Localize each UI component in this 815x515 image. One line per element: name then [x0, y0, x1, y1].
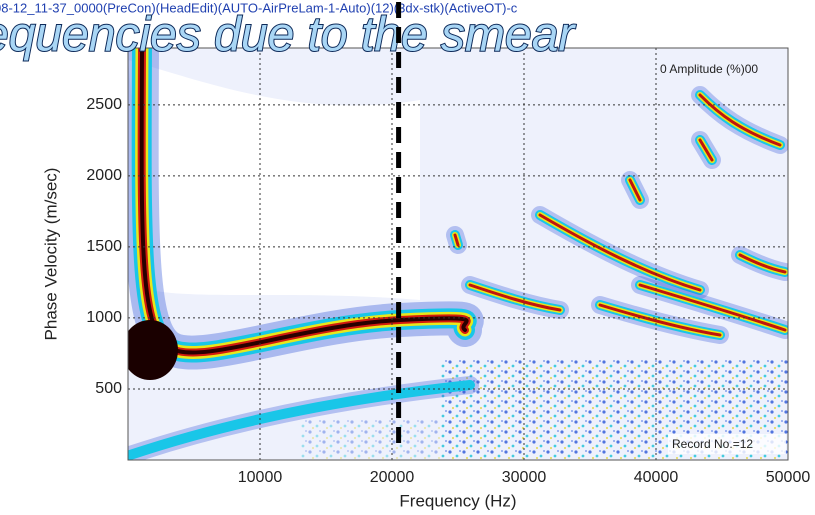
plot-frame [127, 47, 789, 461]
header-text: 08-12_11-37_0000(PreCon)(HeadEdit)(AUTO-… [0, 0, 518, 15]
y-axis-label: Phase Velocity (m/sec) [41, 168, 60, 341]
x-tick-label: 10000 [238, 469, 283, 486]
x-tick-label: 40000 [634, 469, 679, 486]
x-tick-label: 30000 [502, 469, 547, 486]
y-tick-label: 500 [95, 380, 122, 397]
record-box [668, 434, 786, 454]
overlay-title: equencies due to the smear [0, 9, 576, 62]
heatmap [128, 48, 788, 460]
y-tick-label: 1500 [86, 238, 122, 255]
x-tick-label: 20000 [370, 469, 415, 486]
y-tick-label: 2000 [86, 167, 122, 184]
x-tick-label: 50000 [766, 469, 811, 486]
y-tick-label: 2500 [86, 96, 122, 113]
record-label: Record No.=12 [672, 437, 753, 451]
y-tick-label: 1000 [86, 309, 122, 326]
x-axis-label: Frequency (Hz) [399, 491, 516, 510]
colorbar-label: 0 Amplitude (%)00 [660, 62, 758, 76]
